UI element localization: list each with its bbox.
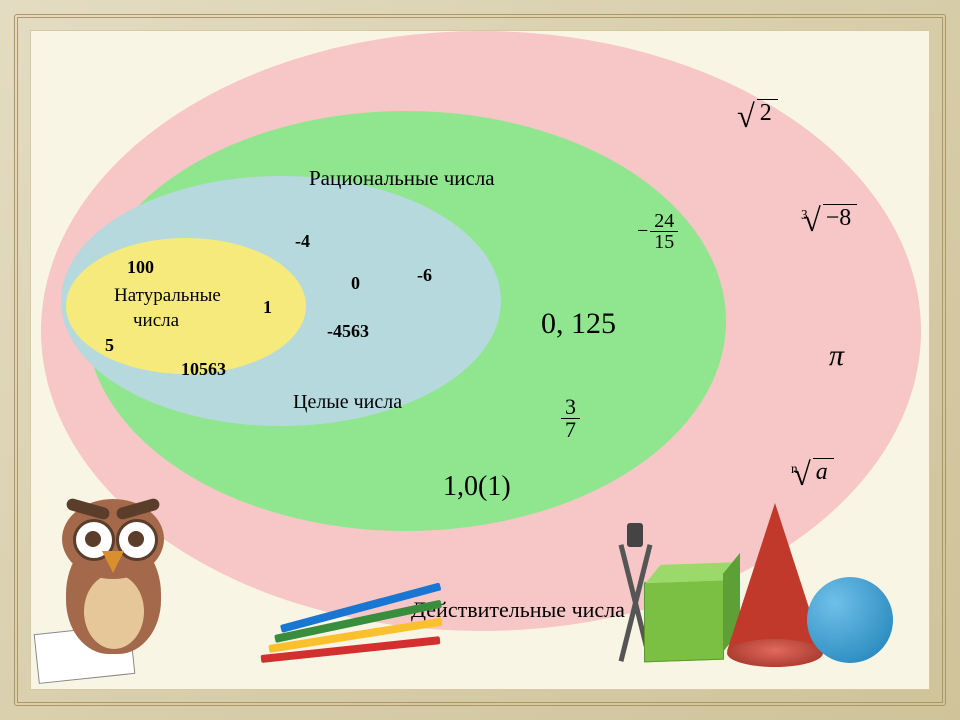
pencils-decoration bbox=[261, 611, 491, 671]
example-integer: -4 bbox=[295, 231, 310, 252]
example-real: π bbox=[829, 339, 844, 373]
example-integer: -6 bbox=[417, 265, 432, 286]
slide-canvas: Рациональные числа Целые числа Натуральн… bbox=[30, 30, 930, 690]
example-natural: 1 bbox=[263, 297, 272, 318]
example-rational: 0, 125 bbox=[541, 307, 616, 341]
geometry-props bbox=[619, 497, 909, 677]
example-rational: 1,0(1) bbox=[443, 471, 511, 503]
slide-frame: Рациональные числа Целые числа Натуральн… bbox=[0, 0, 960, 720]
set-natural-label-2: числа bbox=[133, 310, 179, 332]
example-natural: 5 bbox=[105, 335, 114, 356]
example-integer: -4563 bbox=[327, 321, 369, 342]
example-integer: 0 bbox=[351, 273, 360, 294]
example-rational: 37 bbox=[561, 396, 580, 441]
set-integer-label: Целые числа bbox=[293, 391, 402, 414]
set-rational-label: Рациональные числа bbox=[309, 166, 495, 191]
set-natural-label-1: Натуральные bbox=[114, 285, 221, 307]
example-real: n√a bbox=[791, 453, 834, 486]
example-natural: 100 bbox=[127, 257, 154, 278]
owl-decoration bbox=[36, 489, 186, 679]
example-real: 3√−8 bbox=[801, 199, 857, 232]
example-real: √2 bbox=[737, 99, 778, 134]
example-rational: −2415 bbox=[637, 211, 678, 252]
example-natural: 10563 bbox=[181, 359, 226, 380]
